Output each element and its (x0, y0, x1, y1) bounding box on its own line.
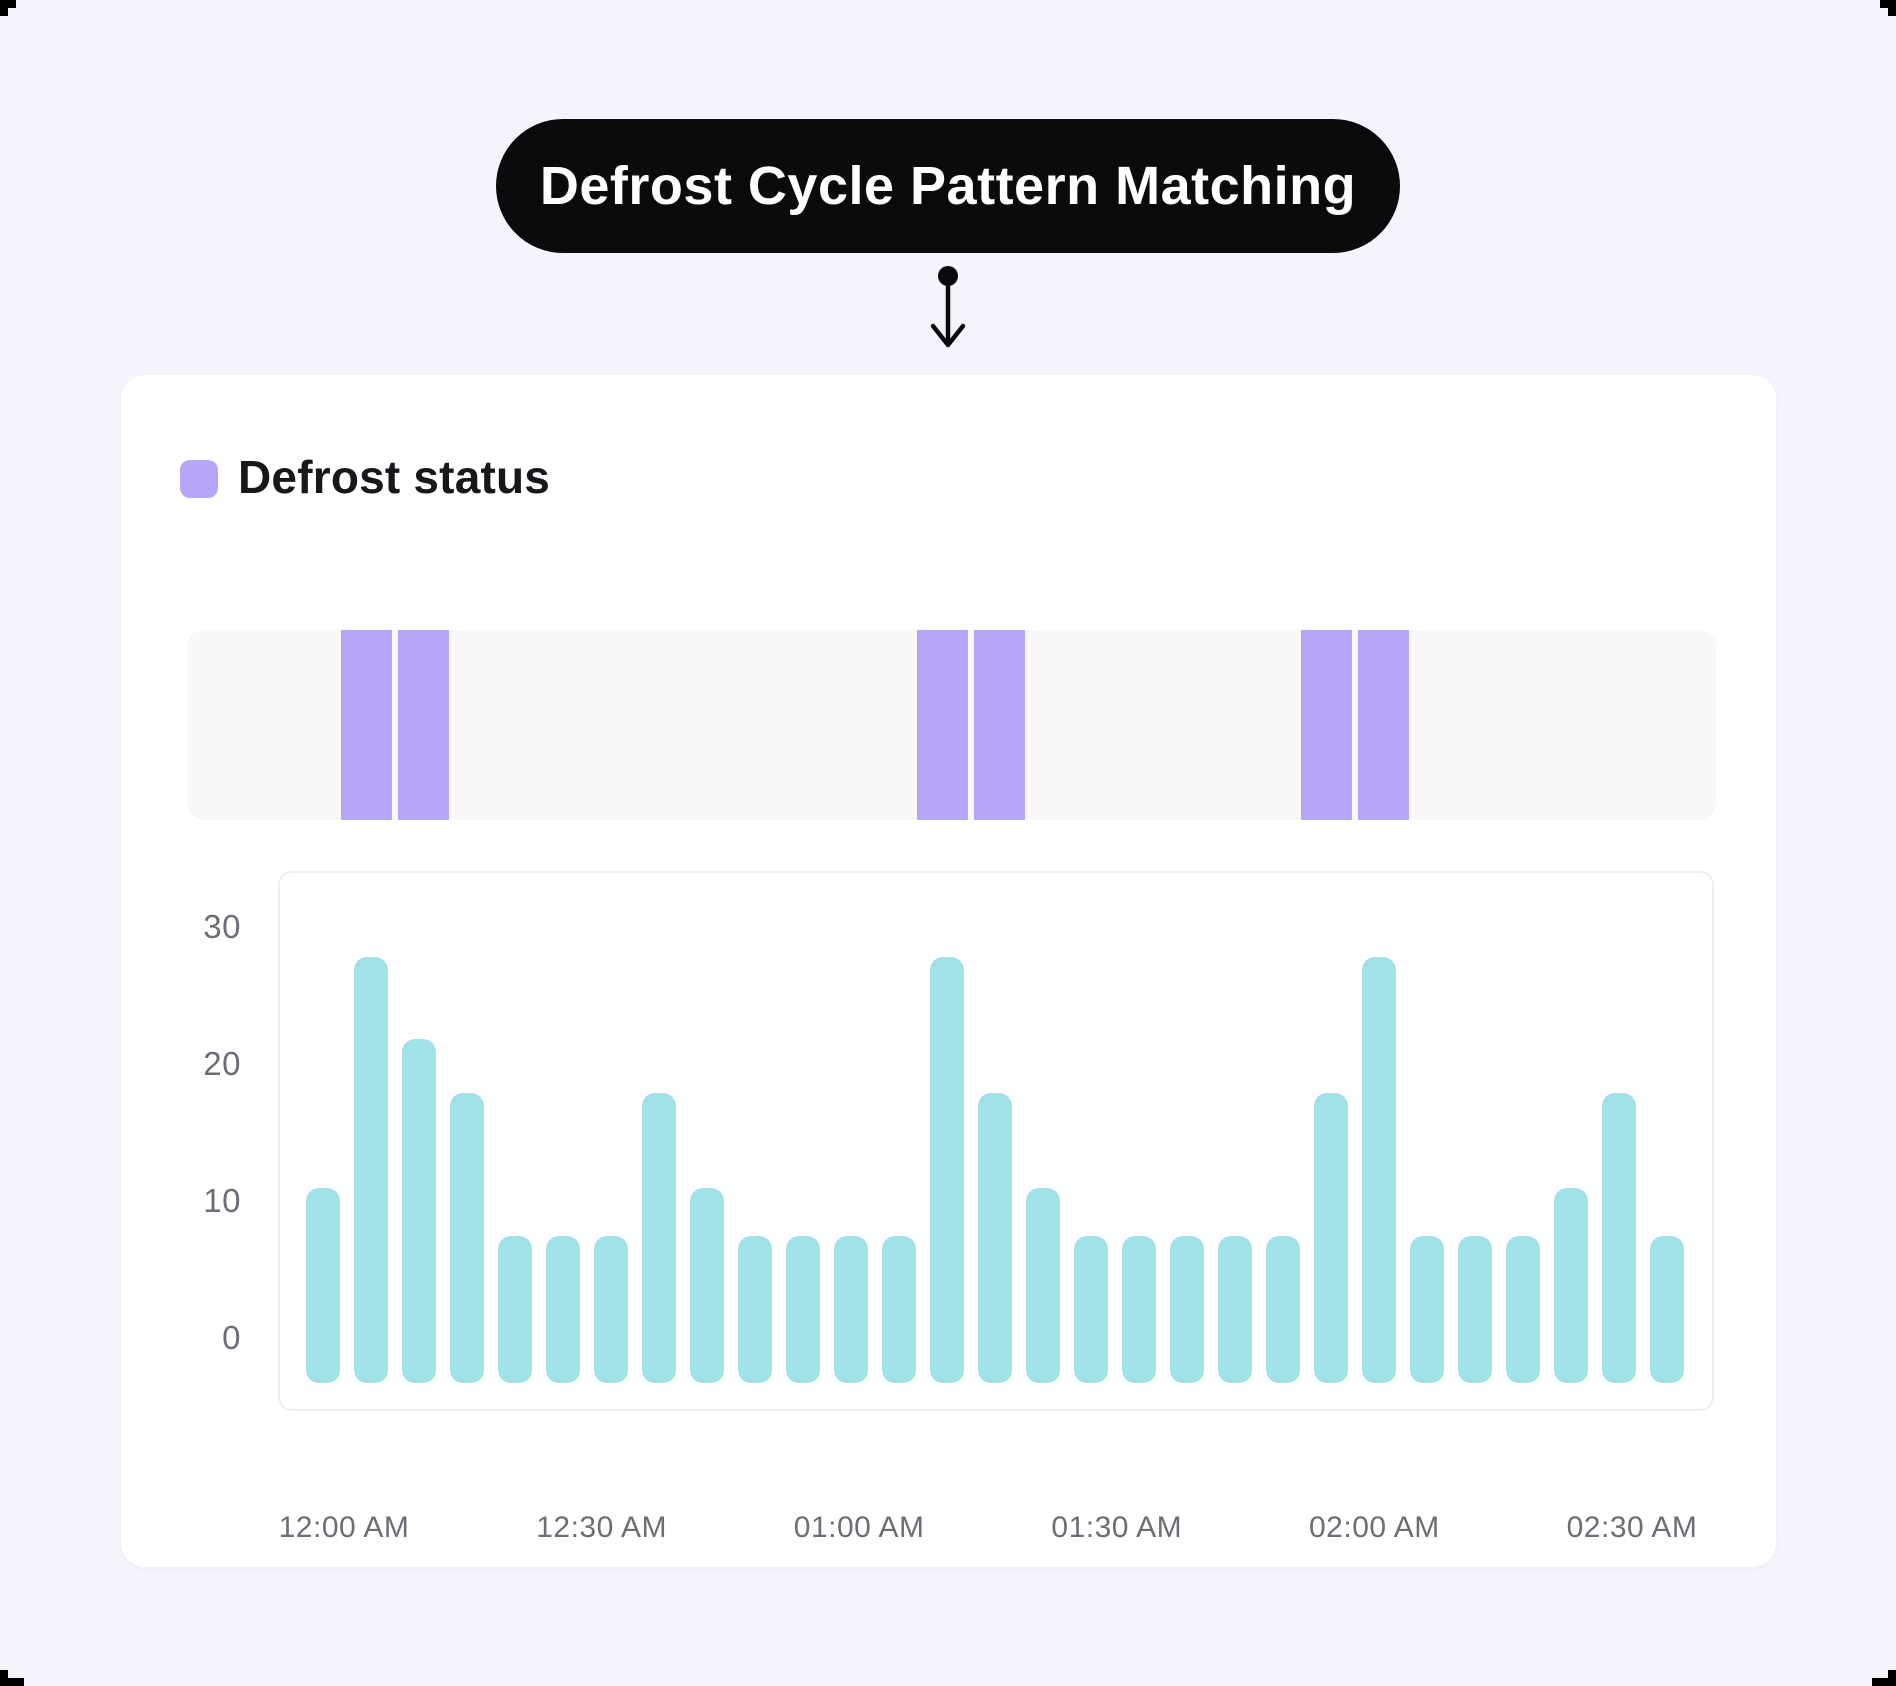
page-title: Defrost Cycle Pattern Matching (539, 156, 1357, 216)
bar (1218, 1236, 1252, 1383)
crop-mark-bottom-left-2 (0, 1678, 24, 1686)
bar (786, 1236, 820, 1383)
crop-mark-bottom-right-2 (1872, 1678, 1896, 1686)
crop-mark-bottom-left (0, 1670, 8, 1678)
crop-mark-top-left (0, 0, 16, 8)
bar (882, 1236, 916, 1383)
y-tick-label: 0 (222, 1319, 241, 1356)
crop-mark-bottom-right (1888, 1670, 1896, 1678)
bar (1458, 1236, 1492, 1383)
legend: Defrost status (180, 451, 551, 506)
bar (1074, 1236, 1108, 1383)
bar (402, 1039, 436, 1383)
bar (1410, 1236, 1444, 1383)
y-tick-label: 20 (203, 1045, 241, 1082)
defrost-active-band (917, 630, 968, 820)
bar (834, 1236, 868, 1383)
legend-swatch-defrost-status (180, 460, 218, 498)
defrost-active-band (341, 630, 392, 820)
x-tick-label: 01:00 AM (793, 1511, 925, 1544)
bar (1170, 1236, 1204, 1383)
bar (498, 1236, 532, 1383)
bar (1362, 957, 1396, 1383)
legend-label: Defrost status (238, 451, 551, 503)
bar (354, 957, 388, 1383)
bar (1602, 1093, 1636, 1383)
bar-series (280, 873, 1712, 1409)
bar (930, 957, 964, 1383)
bar (594, 1236, 628, 1383)
crop-mark-top-left-2 (0, 8, 8, 16)
defrost-active-band (974, 630, 1025, 820)
bar (450, 1093, 484, 1383)
bar (1650, 1236, 1684, 1383)
bar (1026, 1188, 1060, 1383)
defrost-active-band (398, 630, 449, 820)
bar (1506, 1236, 1540, 1383)
bar (546, 1236, 580, 1383)
y-tick-label: 10 (203, 1182, 241, 1219)
x-tick-label: 01:30 AM (1051, 1511, 1183, 1544)
x-tick-label: 02:30 AM (1566, 1511, 1698, 1544)
bar (1266, 1236, 1300, 1383)
x-tick-label: 12:00 AM (278, 1511, 410, 1544)
defrost-active-band (1301, 630, 1352, 820)
bar (978, 1093, 1012, 1383)
bar (738, 1236, 772, 1383)
y-tick-label: 30 (203, 908, 241, 945)
defrost-status-strip (187, 630, 1716, 820)
title-pill: Defrost Cycle Pattern Matching (496, 119, 1400, 253)
x-tick-label: 02:00 AM (1309, 1511, 1440, 1544)
x-tick-label: 12:30 AM (536, 1511, 667, 1544)
bar (690, 1188, 724, 1383)
crop-mark-top-right-2 (1888, 8, 1896, 16)
chart-card: Defrost status 30 20 10 0 12:00 AM 12:30 AM 0… (121, 375, 1776, 1567)
bar (642, 1093, 676, 1383)
bar (306, 1188, 340, 1383)
bar (1554, 1188, 1588, 1383)
bar (1122, 1236, 1156, 1383)
chart-panel (278, 871, 1714, 1411)
defrost-active-band (1358, 630, 1409, 820)
crop-mark-top-right (1880, 0, 1896, 8)
bar (1314, 1093, 1348, 1383)
down-arrow-icon (930, 266, 966, 348)
